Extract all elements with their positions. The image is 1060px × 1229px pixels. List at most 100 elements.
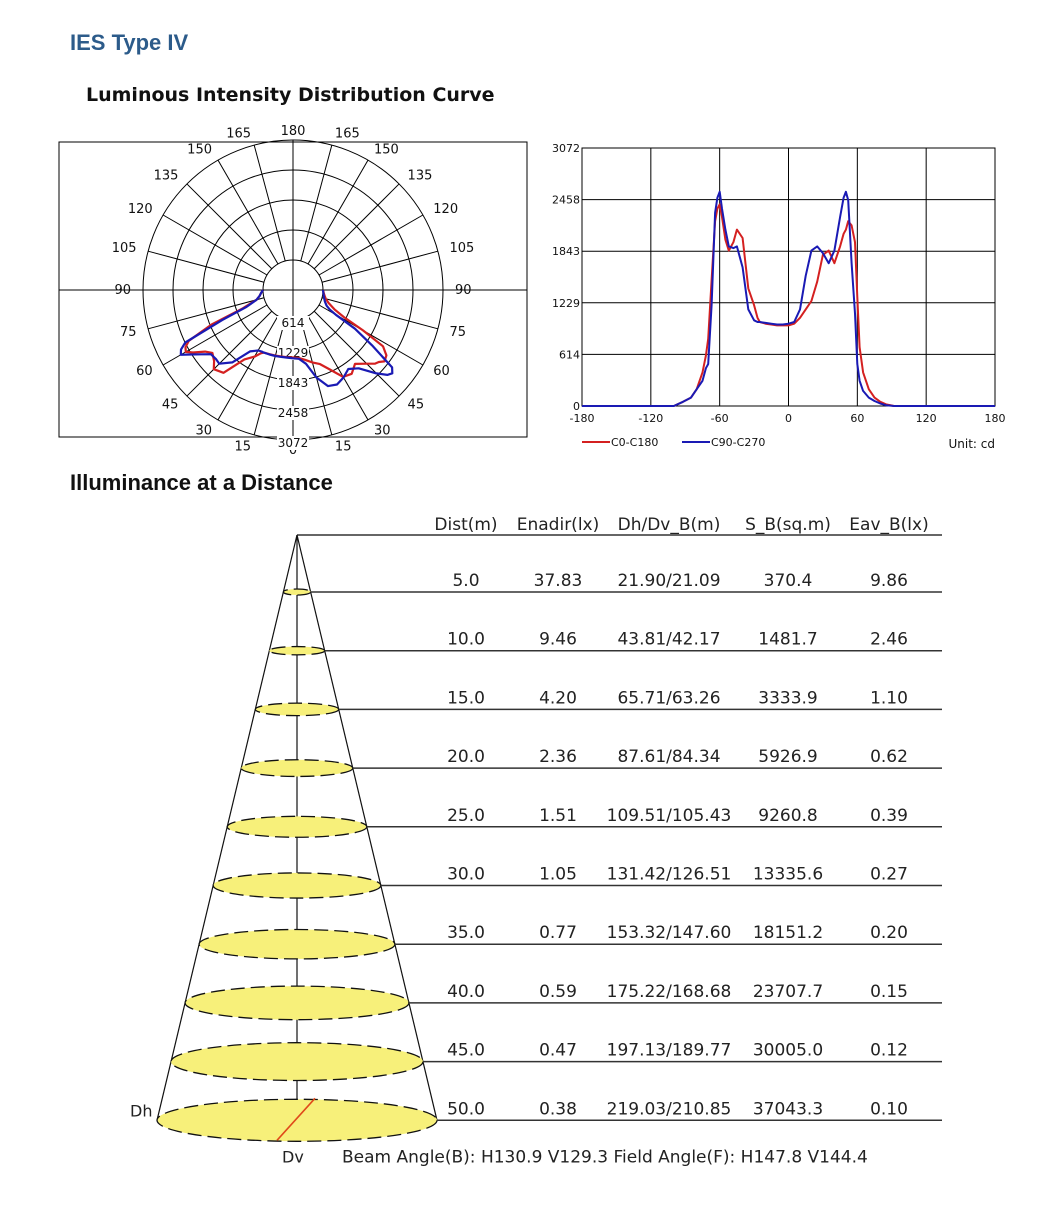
page-title: IES Type IV — [70, 30, 189, 55]
table-cell: 50.0 — [447, 1099, 485, 1119]
beam-ellipse — [170, 1042, 424, 1082]
table-cell: 197.13/189.77 — [607, 1041, 732, 1061]
polar-angle-label-right: 150 — [374, 143, 399, 158]
table-cell: 21.90/21.09 — [617, 571, 720, 591]
table-cell: 87.61/84.34 — [617, 747, 720, 767]
curve-heading: Luminous Intensity Distribution Curve — [86, 84, 495, 106]
table-cell: 1.10 — [870, 688, 908, 708]
table-cell: 0.10 — [870, 1099, 908, 1119]
table-cell: 45.0 — [447, 1041, 485, 1061]
y-tick-label: 1843 — [552, 245, 580, 258]
cartesian-intensity-chart: 0 614 1229 1843 2458 3072 -180 -120 -60 0 60 120 180… — [552, 142, 1006, 451]
table-cell: 43.81/42.17 — [617, 630, 720, 650]
table-cell: 9.86 — [870, 571, 908, 591]
table-cell: 4.20 — [539, 688, 577, 708]
beam-ellipse — [198, 928, 396, 960]
table-cell: 5.0 — [452, 571, 479, 591]
polar-spoke — [253, 144, 286, 262]
table-cell: 1481.7 — [758, 630, 817, 650]
table-cell: 219.03/210.85 — [607, 1099, 732, 1119]
polar-angle-label-right: 60 — [433, 364, 450, 379]
table-cell: 3333.9 — [758, 688, 817, 708]
table-cell: 35.0 — [447, 923, 485, 943]
table-cell: 0.38 — [539, 1099, 577, 1119]
polar-angle-label-left: 120 — [128, 202, 153, 217]
polar-radial-label: 1843 — [278, 376, 309, 390]
polar-angle-label-left: 45 — [162, 398, 179, 413]
polar-radial-label-bg — [277, 406, 309, 420]
line-series-C90-C270 — [582, 190, 995, 407]
beam-ellipse — [156, 1098, 438, 1142]
polar-angle-label-left: 75 — [120, 325, 137, 340]
polar-angle-label-left: 135 — [154, 168, 179, 183]
x-tick-label: 120 — [916, 412, 937, 425]
polar-radial-label: 2458 — [278, 406, 309, 420]
beam-ellipse — [282, 588, 312, 596]
polar-spoke — [147, 297, 265, 330]
polar-spoke — [186, 310, 273, 397]
table-cell: 9260.8 — [758, 806, 817, 826]
polar-spoke — [321, 297, 439, 330]
polar-radial-label: 614 — [282, 316, 305, 330]
polar-spoke — [318, 214, 424, 276]
y-tick-label: 614 — [559, 348, 580, 361]
table-header-cell: Enadir(lx) — [517, 515, 600, 535]
polar-angle-label-right: 90 — [455, 283, 472, 298]
polar-angle-label-left: 105 — [112, 241, 137, 256]
table-cell: 0.39 — [870, 806, 908, 826]
table-cell: 40.0 — [447, 982, 485, 1002]
polar-radial-label-bg — [277, 436, 309, 450]
polar-angle-label-left: 165 — [226, 127, 251, 142]
polar-angle-label-top: 180 — [281, 124, 306, 139]
legend-label: C90-C270 — [711, 436, 765, 449]
polar-angle-label-right: 15 — [335, 439, 352, 454]
illuminance-heading: Illuminance at a Distance — [70, 470, 333, 495]
table-cell: 10.0 — [447, 630, 485, 650]
polar-spoke — [307, 159, 369, 265]
polar-angle-label-right: 45 — [408, 398, 425, 413]
polar-radial-label-bg — [277, 376, 309, 390]
illuminance-cone-table: Dist(m) Enadir(lx) Dh/Dv_B(m) S_B(sq.m) Eav_… — [130, 515, 942, 1167]
polar-angle-label-right: 105 — [449, 241, 474, 256]
polar-radial-label-bg — [277, 316, 309, 330]
polar-spoke — [162, 214, 268, 276]
x-tick-label: -60 — [711, 412, 729, 425]
polar-radial-label: 3072 — [278, 436, 309, 450]
polar-spoke — [313, 310, 400, 397]
polar-angle-label-left: 60 — [136, 364, 153, 379]
beam-field-angle-footer: Beam Angle(B): H130.9 V129.3 Field Angle… — [342, 1147, 868, 1167]
unit-label: Unit: cd — [949, 437, 996, 451]
polar-angle-label-right: 75 — [449, 325, 466, 340]
table-cell: 0.59 — [539, 982, 577, 1002]
polar-spoke — [300, 144, 333, 262]
table-cell: 37043.3 — [753, 1099, 823, 1119]
polar-spoke — [217, 315, 279, 421]
table-cell: 30.0 — [447, 865, 485, 885]
table-cell: 370.4 — [764, 571, 813, 591]
polar-angle-label-right: 165 — [335, 127, 360, 142]
beam-ellipse — [254, 702, 340, 717]
table-header-cell: Dist(m) — [434, 515, 497, 535]
table-cell: 15.0 — [447, 688, 485, 708]
table-cell: 0.27 — [870, 865, 908, 885]
table-cell: 23707.7 — [753, 982, 823, 1002]
beam-ellipse — [226, 815, 368, 838]
polar-angle-label-left: 30 — [195, 423, 212, 438]
y-tick-label: 1229 — [552, 297, 580, 310]
x-tick-label: -120 — [638, 412, 663, 425]
x-tick-label: 180 — [985, 412, 1006, 425]
polar-spoke — [313, 183, 400, 270]
x-tick-label: 60 — [850, 412, 864, 425]
y-tick-label: 2458 — [552, 194, 580, 207]
polar-angle-label-left: 150 — [187, 143, 212, 158]
polar-spoke — [217, 159, 279, 265]
x-tick-label: -180 — [570, 412, 595, 425]
polar-spoke — [253, 318, 286, 436]
table-cell: 9.46 — [539, 630, 577, 650]
dv-marker-line — [276, 1097, 316, 1141]
polar-spoke — [186, 183, 273, 270]
table-cell: 2.46 — [870, 630, 908, 650]
beam-ellipse — [240, 759, 354, 778]
y-tick-label: 3072 — [552, 142, 580, 155]
